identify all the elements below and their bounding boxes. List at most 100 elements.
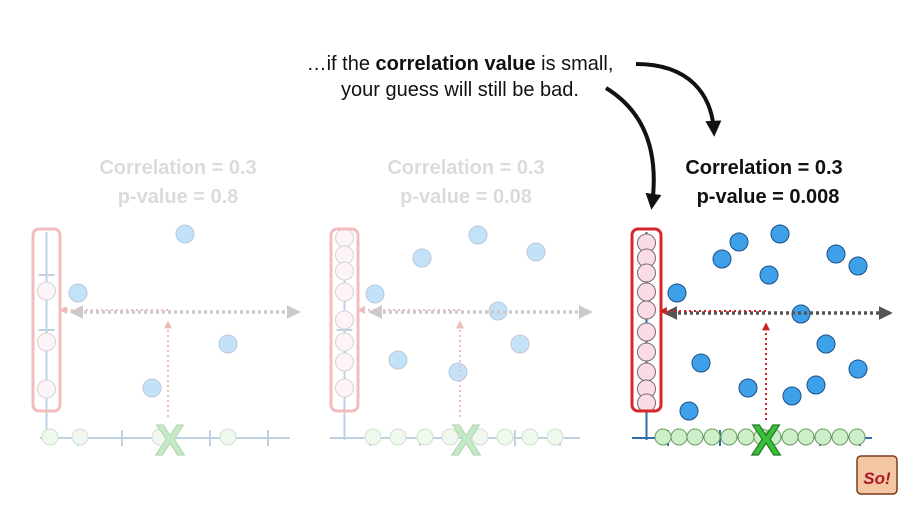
y-axis-point bbox=[637, 263, 656, 283]
x-axis-point bbox=[389, 428, 407, 446]
y-axis-point bbox=[335, 352, 354, 372]
overlay: X bbox=[329, 227, 593, 466]
x-axis-point bbox=[814, 428, 832, 446]
data-points bbox=[667, 224, 868, 421]
y-axis-point bbox=[335, 332, 354, 352]
panel-2: Correlation = 0.3 p-value = 0.08 X bbox=[329, 157, 593, 466]
data-point bbox=[175, 224, 195, 244]
p-value-label: p-value = 0.8 bbox=[118, 186, 239, 208]
data-point bbox=[667, 283, 687, 303]
y-axis-point bbox=[637, 342, 656, 362]
data-point bbox=[388, 350, 408, 370]
y-range-highlight-box bbox=[630, 227, 663, 413]
y-axis-point bbox=[637, 322, 656, 342]
panel-3: Correlation = 0.3 p-value = 0.008 X bbox=[630, 157, 893, 466]
y-axis-point bbox=[37, 332, 56, 352]
x-axis-point bbox=[720, 428, 738, 446]
overlay: X bbox=[31, 227, 301, 466]
guess-x-marker: X bbox=[751, 416, 780, 465]
x-axis-point bbox=[848, 428, 866, 446]
data-point bbox=[826, 244, 846, 264]
x-axis-point bbox=[441, 428, 459, 446]
x-axis-points bbox=[41, 428, 237, 446]
data-point bbox=[848, 256, 868, 276]
x-axis-point bbox=[797, 428, 815, 446]
x-axis-point bbox=[151, 428, 169, 446]
pointer-arrow-to-y-axis bbox=[604, 86, 662, 210]
y-axis-points bbox=[637, 233, 656, 413]
axes bbox=[330, 232, 580, 446]
data-point bbox=[738, 378, 758, 398]
x-axis-point bbox=[521, 428, 539, 446]
data-points bbox=[365, 225, 546, 382]
data-point bbox=[816, 334, 836, 354]
y-axis-points bbox=[37, 281, 56, 399]
x-axis-point bbox=[831, 428, 849, 446]
p-value-label: p-value = 0.08 bbox=[400, 186, 532, 208]
data-point bbox=[448, 362, 468, 382]
x-axis-point bbox=[416, 428, 434, 446]
y-range-highlight-box bbox=[31, 227, 62, 413]
y-axis-point bbox=[37, 379, 56, 399]
x-axis-point bbox=[670, 428, 688, 446]
data-point bbox=[365, 284, 385, 304]
data-point bbox=[712, 249, 732, 269]
data-point bbox=[468, 225, 488, 245]
data-point bbox=[142, 378, 162, 398]
y-axis-point bbox=[335, 378, 354, 398]
logo: So! bbox=[856, 455, 898, 495]
overlay: X bbox=[630, 227, 893, 466]
y-axis-point bbox=[637, 282, 656, 302]
y-axis-point bbox=[637, 362, 656, 382]
guess-x-marker: X bbox=[451, 416, 480, 465]
x-axis-point bbox=[703, 428, 721, 446]
data-point bbox=[770, 224, 790, 244]
data-point bbox=[218, 334, 238, 354]
y-axis-points bbox=[335, 228, 354, 398]
data-point bbox=[526, 242, 546, 262]
data-point bbox=[68, 283, 88, 303]
correlation-label: Correlation = 0.3 bbox=[387, 157, 544, 179]
y-axis-point bbox=[335, 261, 354, 281]
x-axis-point bbox=[71, 428, 89, 446]
correlation-label: Correlation = 0.3 bbox=[685, 157, 842, 179]
y-axis-point bbox=[637, 300, 656, 320]
pointer-arrow-to-title bbox=[635, 62, 722, 137]
x-axis-point bbox=[496, 428, 514, 446]
y-axis-point bbox=[637, 393, 656, 413]
data-point bbox=[782, 386, 802, 406]
guess-x-marker: X bbox=[155, 416, 184, 465]
y-axis-point bbox=[335, 282, 354, 302]
y-range-highlight-box bbox=[329, 227, 360, 413]
x-axis-points bbox=[654, 428, 866, 446]
caption: …if the correlation value is small, your… bbox=[307, 53, 614, 101]
data-points bbox=[68, 224, 238, 398]
x-axis-point bbox=[654, 428, 672, 446]
data-point bbox=[806, 375, 826, 395]
x-axis-point bbox=[219, 428, 237, 446]
x-axis-point bbox=[364, 428, 382, 446]
x-axis-point bbox=[41, 428, 59, 446]
p-value-label: p-value = 0.008 bbox=[697, 186, 840, 208]
y-axis-point bbox=[335, 310, 354, 330]
data-point bbox=[848, 359, 868, 379]
x-axis-points bbox=[364, 428, 564, 446]
y-axis-point bbox=[37, 281, 56, 301]
x-axis-point bbox=[686, 428, 704, 446]
data-point bbox=[510, 334, 530, 354]
data-point bbox=[729, 232, 749, 252]
x-axis-point bbox=[471, 428, 489, 446]
panel-1: Correlation = 0.3 p-value = 0.8 X bbox=[31, 157, 301, 466]
correlation-label: Correlation = 0.3 bbox=[99, 157, 256, 179]
axes bbox=[632, 232, 872, 446]
axes bbox=[38, 232, 290, 446]
y-axis-point bbox=[335, 228, 354, 248]
data-point bbox=[759, 265, 779, 285]
data-point bbox=[691, 353, 711, 373]
caption-line-1: …if the correlation value is small, bbox=[307, 53, 614, 75]
caption-line-2: your guess will still be bad. bbox=[341, 79, 579, 101]
x-axis-point bbox=[546, 428, 564, 446]
data-point bbox=[679, 401, 699, 421]
